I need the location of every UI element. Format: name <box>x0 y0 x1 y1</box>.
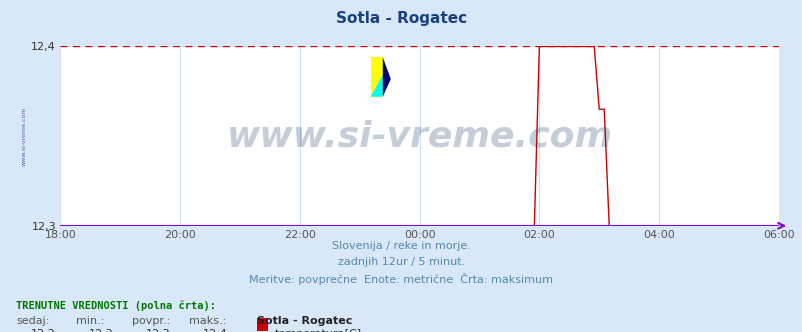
Text: Slovenija / reke in morje.: Slovenija / reke in morje. <box>332 241 470 251</box>
Text: 12,3: 12,3 <box>146 329 171 332</box>
Text: temperatura[C]: temperatura[C] <box>274 329 361 332</box>
Text: min.:: min.: <box>76 316 104 326</box>
Text: www.si-vreme.com: www.si-vreme.com <box>226 119 612 153</box>
Polygon shape <box>371 75 383 97</box>
Text: TRENUTNE VREDNOSTI (polna črta):: TRENUTNE VREDNOSTI (polna črta): <box>16 300 216 311</box>
Text: sedaj:: sedaj: <box>16 316 50 326</box>
Polygon shape <box>383 57 391 97</box>
Text: Sotla - Rogatec: Sotla - Rogatec <box>335 11 467 26</box>
Text: zadnjih 12ur / 5 minut.: zadnjih 12ur / 5 minut. <box>338 257 464 267</box>
Text: 12,4: 12,4 <box>202 329 227 332</box>
Text: www.si-vreme.com: www.si-vreme.com <box>22 106 26 166</box>
Text: povpr.:: povpr.: <box>132 316 171 326</box>
Text: maks.:: maks.: <box>188 316 225 326</box>
Text: Sotla - Rogatec: Sotla - Rogatec <box>257 316 352 326</box>
Polygon shape <box>371 57 383 97</box>
Text: Meritve: povprečne  Enote: metrične  Črta: maksimum: Meritve: povprečne Enote: metrične Črta:… <box>249 273 553 285</box>
Text: 12,3: 12,3 <box>88 329 113 332</box>
Text: 12,3: 12,3 <box>30 329 55 332</box>
